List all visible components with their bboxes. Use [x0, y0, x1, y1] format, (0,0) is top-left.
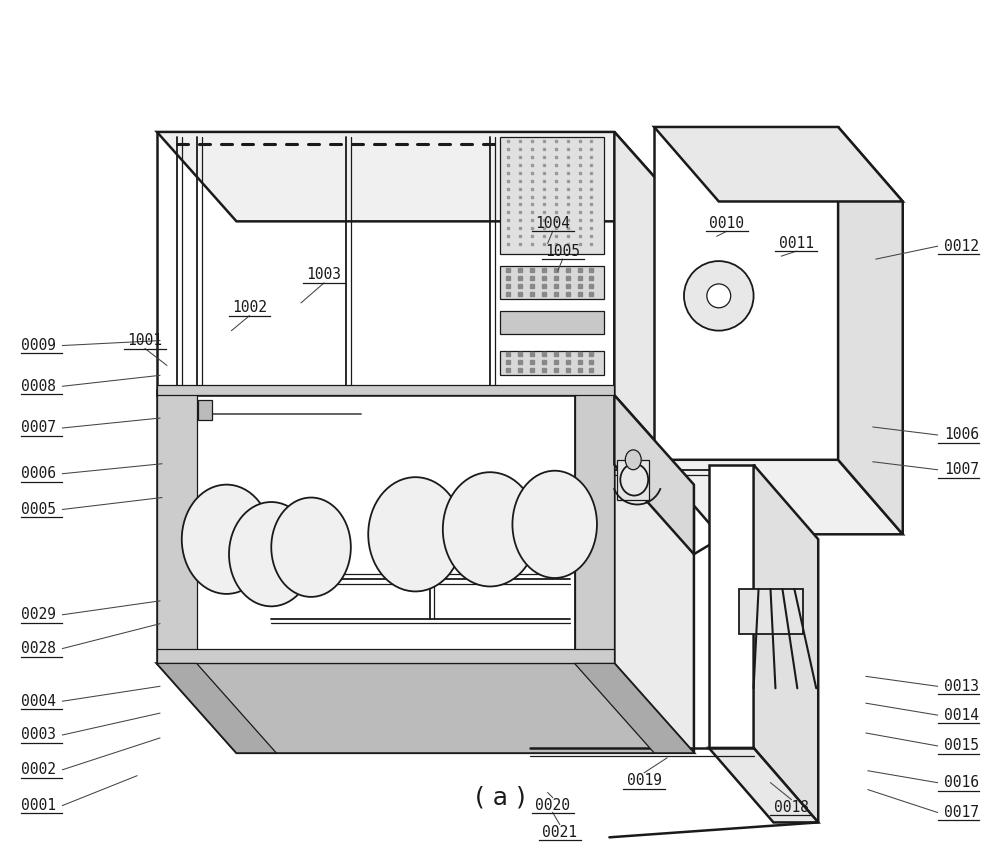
Polygon shape [614, 390, 694, 753]
Text: 0010: 0010 [709, 215, 744, 231]
Polygon shape [500, 351, 604, 375]
Polygon shape [500, 310, 604, 333]
Text: 0019: 0019 [627, 773, 662, 788]
Polygon shape [157, 386, 614, 395]
Polygon shape [709, 465, 754, 748]
Text: 0020: 0020 [535, 798, 570, 813]
Polygon shape [754, 465, 818, 823]
Ellipse shape [229, 502, 314, 606]
Polygon shape [500, 137, 604, 254]
Ellipse shape [443, 472, 537, 587]
Text: 0008: 0008 [21, 379, 56, 394]
Polygon shape [654, 127, 903, 202]
Text: 0017: 0017 [944, 805, 979, 820]
Text: 0004: 0004 [21, 693, 56, 709]
Text: 0012: 0012 [944, 239, 979, 254]
Text: 0002: 0002 [21, 763, 56, 777]
Text: 1006: 1006 [944, 428, 979, 442]
Ellipse shape [368, 477, 463, 592]
Polygon shape [614, 132, 694, 485]
Ellipse shape [182, 485, 271, 594]
Text: 0006: 0006 [21, 466, 56, 481]
Polygon shape [709, 748, 818, 823]
Ellipse shape [271, 498, 351, 597]
Text: 1004: 1004 [535, 215, 570, 231]
Circle shape [707, 284, 731, 308]
Polygon shape [157, 649, 614, 663]
Text: 0014: 0014 [944, 708, 979, 722]
Text: 0018: 0018 [774, 800, 809, 815]
Ellipse shape [620, 463, 648, 496]
Text: 0021: 0021 [542, 825, 577, 840]
Text: ( a ): ( a ) [475, 786, 525, 810]
Text: 0013: 0013 [944, 679, 979, 693]
Text: 0029: 0029 [21, 607, 56, 622]
Text: 0015: 0015 [944, 739, 979, 753]
Polygon shape [654, 127, 838, 460]
Polygon shape [500, 266, 604, 299]
Polygon shape [157, 663, 276, 753]
Polygon shape [617, 460, 649, 499]
Polygon shape [198, 400, 212, 420]
Polygon shape [157, 663, 694, 753]
Text: 0001: 0001 [21, 798, 56, 813]
Text: 0016: 0016 [944, 775, 979, 790]
Text: 1005: 1005 [545, 244, 580, 259]
Polygon shape [157, 390, 614, 663]
Polygon shape [614, 395, 694, 554]
Text: 1001: 1001 [127, 333, 162, 348]
Text: 1002: 1002 [232, 300, 267, 315]
Polygon shape [157, 132, 694, 221]
Polygon shape [157, 132, 614, 395]
Text: 0003: 0003 [21, 728, 56, 742]
Ellipse shape [625, 450, 641, 469]
Polygon shape [157, 663, 694, 753]
Polygon shape [654, 460, 903, 534]
Text: 0009: 0009 [21, 338, 56, 353]
Polygon shape [575, 390, 614, 663]
Text: 0028: 0028 [21, 641, 56, 656]
Text: 1003: 1003 [306, 268, 341, 282]
Polygon shape [838, 127, 903, 534]
Ellipse shape [512, 471, 597, 578]
Text: 0011: 0011 [779, 236, 814, 251]
Text: 0005: 0005 [21, 502, 56, 517]
Text: 0007: 0007 [21, 421, 56, 435]
Polygon shape [739, 589, 803, 634]
Polygon shape [157, 390, 197, 663]
Polygon shape [575, 663, 694, 753]
Text: 1007: 1007 [944, 463, 979, 477]
Circle shape [684, 261, 754, 331]
